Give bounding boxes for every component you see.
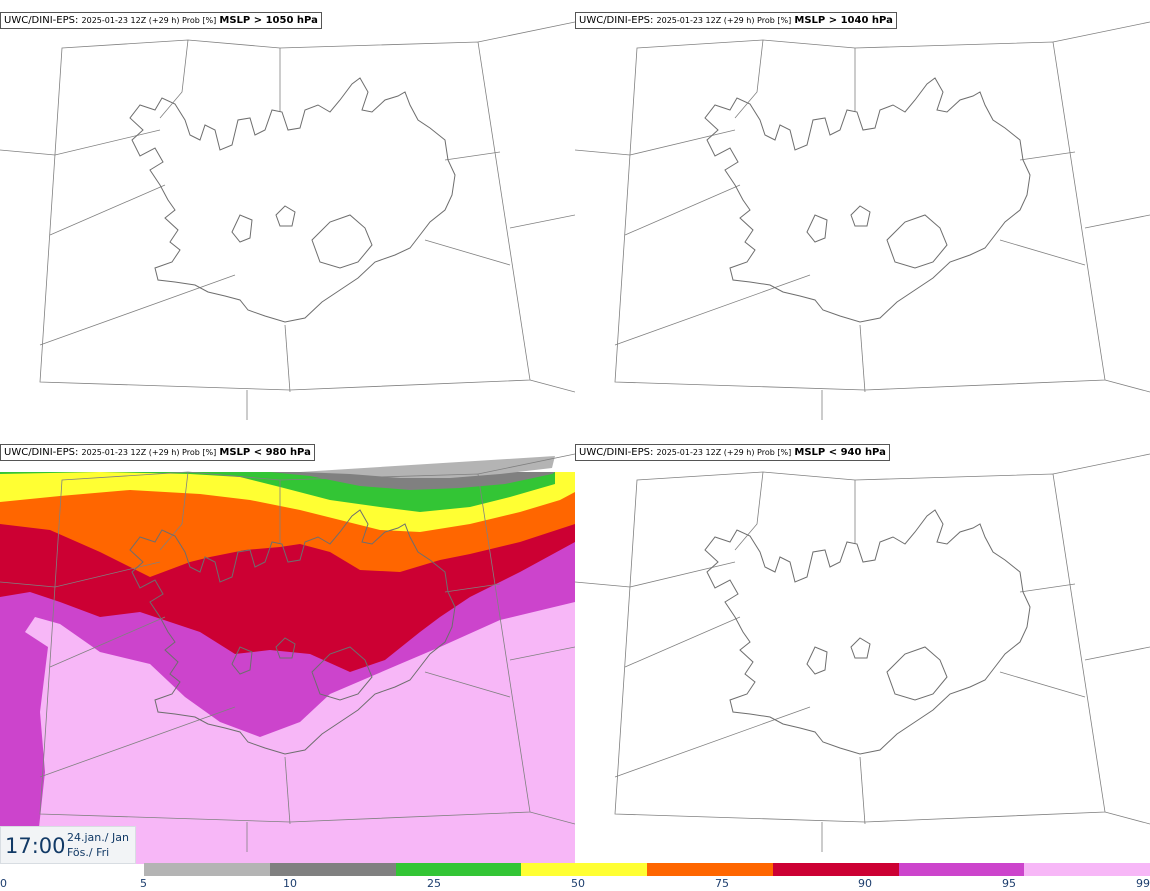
colorbar-tick-label: 75 xyxy=(715,877,729,890)
colorbar xyxy=(144,863,1150,876)
band-5 xyxy=(300,456,555,478)
colorbar-segment xyxy=(647,863,773,876)
colorbar-segment xyxy=(521,863,647,876)
colorbar-tick-label: 5 xyxy=(140,877,147,890)
colorbar-segment xyxy=(269,863,396,876)
panel-title: UWC/DINI-EPS: 2025-01-23 12Z (+29 h) Pro… xyxy=(575,12,897,29)
panel-title: UWC/DINI-EPS: 2025-01-23 12Z (+29 h) Pro… xyxy=(0,12,322,29)
colorbar-tick-label: 10 xyxy=(283,877,297,890)
colorbar-segment xyxy=(772,863,899,876)
map-panel-mslp-lt-940: UWC/DINI-EPS: 2025-01-23 12Z (+29 h) Pro… xyxy=(575,432,1150,864)
colorbar-tick-label: 50 xyxy=(571,877,585,890)
colorbar-segment xyxy=(395,863,522,876)
colorbar-tick-label: 99 xyxy=(1136,877,1150,890)
colorbar-tick-label: 25 xyxy=(427,877,441,890)
colorbar-tick-label: 95 xyxy=(1002,877,1016,890)
map-panel-mslp-gt-1040: UWC/DINI-EPS: 2025-01-23 12Z (+29 h) Pro… xyxy=(575,0,1150,432)
colorbar-segment xyxy=(898,863,1025,876)
colorbar-tick-label: 90 xyxy=(858,877,872,890)
colorbar-segment xyxy=(144,863,270,876)
valid-weekday: Fös./ Fri xyxy=(67,846,110,859)
map-panel-mslp-gt-1050: UWC/DINI-EPS: 2025-01-23 12Z (+29 h) Pro… xyxy=(0,0,575,432)
map-basemap xyxy=(575,21,1150,421)
panel-title: UWC/DINI-EPS: 2025-01-23 12Z (+29 h) Pro… xyxy=(575,444,890,461)
valid-time: 17:00 xyxy=(5,834,66,858)
panel-title: UWC/DINI-EPS: 2025-01-23 12Z (+29 h) Pro… xyxy=(0,444,315,461)
probability-fill-map xyxy=(0,453,575,864)
map-basemap xyxy=(0,21,575,421)
colorbar-tick-label: 0 xyxy=(0,877,7,890)
band-10 xyxy=(220,472,555,490)
valid-time-box: 17:00 24.jan./ Jan Fös./ Fri xyxy=(0,826,136,864)
colorbar-segment xyxy=(1024,863,1150,876)
valid-date: 24.jan./ Jan xyxy=(67,831,129,844)
map-panel-mslp-lt-980: UWC/DINI-EPS: 2025-01-23 12Z (+29 h) Pro… xyxy=(0,432,575,864)
map-basemap xyxy=(575,453,1150,853)
